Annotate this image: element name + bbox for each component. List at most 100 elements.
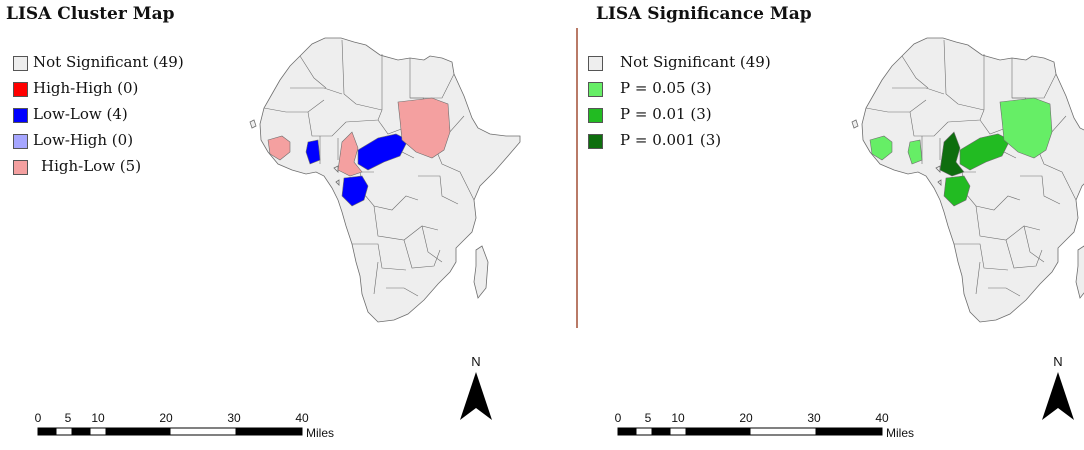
scale-bar-segment xyxy=(55,427,73,436)
scale-bar-segment xyxy=(635,427,653,436)
country-border xyxy=(943,39,985,111)
highlighted-country-sudan xyxy=(397,97,451,159)
scale-bar-tick-label: 5 xyxy=(65,411,72,425)
country-border xyxy=(1023,225,1045,263)
legend-swatch xyxy=(588,108,603,123)
africa-landmass xyxy=(259,37,521,323)
scale-bar-segment xyxy=(37,427,57,436)
highlighted-country-sudan xyxy=(999,97,1053,159)
legend-label: Low-High (0) xyxy=(33,131,134,149)
legend-label: P = 0.001 (3) xyxy=(620,131,722,149)
scale-bar-segment xyxy=(669,427,687,436)
legend-swatch xyxy=(588,56,603,71)
legend-swatch xyxy=(13,82,28,97)
highlighted-country-west xyxy=(869,135,893,161)
country-border xyxy=(263,99,325,113)
legend-swatch xyxy=(588,134,603,149)
scale-bar-tick-label: 10 xyxy=(91,411,105,425)
country-border xyxy=(1012,73,1057,99)
scale-bar-tick-label: 0 xyxy=(615,411,622,425)
scale-bar-tick-label: 10 xyxy=(671,411,685,425)
north-arrow-icon: N xyxy=(1042,354,1074,420)
legend-label: High-High (0) xyxy=(33,79,139,97)
highlighted-country-gabon xyxy=(341,175,369,207)
country-border xyxy=(373,261,379,295)
scale-bar-tick-label: 40 xyxy=(875,411,889,425)
country-border xyxy=(954,243,1009,271)
legend-swatch xyxy=(13,108,28,123)
cluster-map-panel: LISA Cluster Map Not Significant (49) Hig… xyxy=(6,4,521,440)
country-border xyxy=(892,87,945,95)
cluster-map-geometry xyxy=(249,37,521,323)
north-arrow-label: N xyxy=(471,354,480,369)
africa-landmass xyxy=(861,37,1084,323)
island xyxy=(249,119,257,129)
country-border xyxy=(290,87,343,95)
highlighted-country-west xyxy=(267,135,291,161)
cluster-map-title: LISA Cluster Map xyxy=(6,4,175,24)
island xyxy=(851,119,859,129)
scale-bar-segment xyxy=(685,427,751,436)
highlighted-country-cameroon xyxy=(939,131,965,177)
legend-label: High-Low (5) xyxy=(41,157,142,175)
highlighted-country-central xyxy=(959,133,1011,171)
north-arrow-label: N xyxy=(1053,354,1062,369)
legend-label: Low-Low (4) xyxy=(33,105,128,123)
highlighted-country-ivory xyxy=(305,139,321,165)
legend-swatch xyxy=(13,56,28,71)
country-border xyxy=(307,111,347,137)
island xyxy=(937,179,942,186)
highlighted-country-cameroon xyxy=(337,131,363,177)
scale-bar-tick-label: 20 xyxy=(159,411,173,425)
country-border xyxy=(1020,175,1061,205)
legend-label: Not Significant (49) xyxy=(620,53,771,71)
country-border xyxy=(988,287,1021,297)
scale-bar-segment xyxy=(815,427,883,436)
country-border xyxy=(901,55,929,89)
island xyxy=(473,245,489,299)
scale-bar-tick-label: 20 xyxy=(739,411,753,425)
country-border xyxy=(386,287,419,297)
scale-bar-tick-label: 30 xyxy=(227,411,241,425)
significance-map-panel: LISA Significance Map Not Significant (4… xyxy=(580,0,1084,450)
country-border xyxy=(1005,239,1043,269)
scale-bar-segment xyxy=(105,427,171,436)
scale-bar-segment xyxy=(89,427,107,436)
legend-label: P = 0.01 (3) xyxy=(620,105,712,123)
island xyxy=(335,179,340,186)
scale-bar-tick-label: 30 xyxy=(807,411,821,425)
country-border xyxy=(865,99,927,113)
scale-bar-tick-label: 5 xyxy=(645,411,652,425)
north-arrow-icon: N xyxy=(460,354,492,420)
scale-bar-tick-label: 40 xyxy=(295,411,309,425)
highlighted-country-gabon xyxy=(943,175,971,207)
legend-swatch xyxy=(13,134,28,149)
significance-map-geometry xyxy=(851,37,1084,323)
country-border xyxy=(410,73,455,99)
scale-bar-tick-label: 0 xyxy=(35,411,42,425)
north-arrow-shape xyxy=(1042,372,1074,420)
island xyxy=(1075,245,1084,299)
country-border xyxy=(975,261,981,295)
country-border xyxy=(418,175,459,205)
scale-bar-unit: Miles xyxy=(886,426,914,440)
scale-bar-segment xyxy=(235,427,303,436)
highlighted-country-central xyxy=(357,133,409,171)
country-border xyxy=(403,239,441,269)
scale-bar-segment xyxy=(617,427,637,436)
country-border xyxy=(341,39,383,111)
country-border xyxy=(421,225,443,263)
legend-label: Not Significant (49) xyxy=(33,53,184,71)
scale-bar-unit: Miles xyxy=(306,426,334,440)
scale-bar-segment xyxy=(749,427,817,436)
legend-label: P = 0.05 (3) xyxy=(620,79,712,97)
legend-swatch xyxy=(13,160,28,175)
country-border xyxy=(299,55,327,89)
scale-bar-segment xyxy=(169,427,237,436)
scale-bar-segment xyxy=(71,427,91,436)
country-border xyxy=(909,111,949,137)
